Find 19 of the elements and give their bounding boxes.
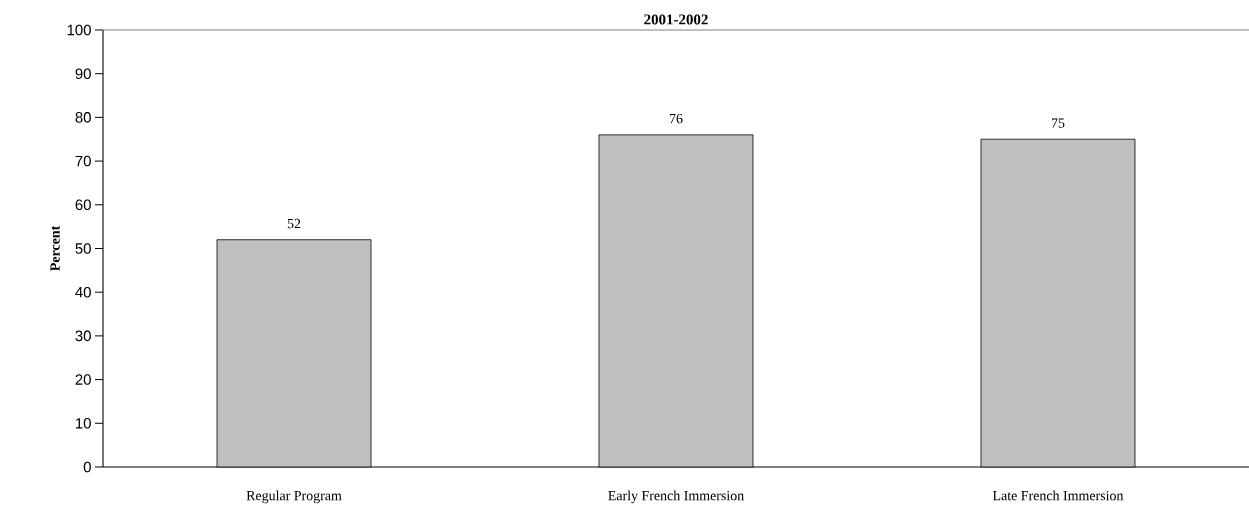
y-tick-label: 10	[76, 417, 91, 429]
chart-title: 2001-2002	[644, 14, 708, 25]
data-label: 75	[1051, 118, 1065, 128]
y-tick-label: 0	[83, 461, 91, 473]
data-label: 52	[287, 218, 301, 229]
y-tick-label: 40	[75, 286, 91, 298]
y-tick-label: 100	[67, 24, 91, 36]
data-label: 76	[669, 113, 683, 124]
x-tick-label: Regular Program	[246, 490, 342, 504]
y-tick-label: 70	[75, 155, 91, 167]
y-tick-label: 30	[75, 330, 91, 342]
y-tick-label: 90	[75, 68, 91, 79]
y-tick-label: 50	[75, 243, 91, 254]
y-tick-label: 60	[75, 199, 91, 211]
y-tick-label: 80	[75, 112, 91, 123]
x-tick-label: Late French Immersion	[992, 490, 1124, 501]
y-axis-title: Percent	[50, 225, 60, 271]
y-tick-label: 20	[75, 374, 91, 385]
x-tick-label: Early French Immersion	[608, 490, 744, 504]
